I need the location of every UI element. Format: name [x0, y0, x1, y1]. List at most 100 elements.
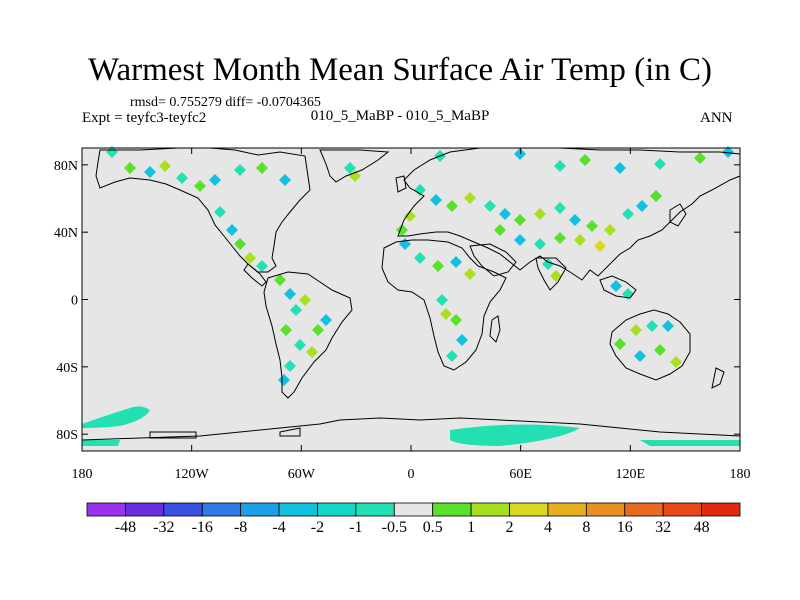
anomaly-cell — [614, 338, 626, 350]
anomaly-cell — [554, 160, 566, 172]
anomaly-cell — [124, 162, 136, 174]
anomaly-cell — [312, 324, 324, 336]
center-label: 010_5_MaBP - 010_5_MaBP — [310, 108, 490, 124]
anomaly-cell — [569, 214, 581, 226]
x-tick-label: 60E — [509, 467, 532, 482]
experiment-label: Expt = teyfc3-teyfc2 — [82, 110, 207, 126]
anomaly-cell — [436, 294, 448, 306]
anomaly-cell — [430, 194, 442, 206]
colorbar-swatch — [432, 502, 472, 517]
anomaly-cell — [144, 166, 156, 178]
colorbar-swatch — [547, 502, 587, 517]
anomaly-cell — [432, 260, 444, 272]
x-axis: 180 120W 60W 0 60E 120E 180 — [72, 148, 751, 482]
anomaly-cell — [274, 274, 286, 286]
anomaly-cell — [484, 200, 496, 212]
anomaly-cell — [646, 320, 658, 332]
x-tick-label: 120E — [616, 467, 646, 482]
anomaly-cell — [534, 208, 546, 220]
anomaly-cell — [694, 152, 706, 164]
y-tick-label: 80N — [54, 159, 78, 174]
anomaly-cell — [654, 344, 666, 356]
y-tick-label: 80S — [56, 428, 78, 443]
anomaly-cell — [446, 350, 458, 362]
colorbar-swatch — [201, 502, 242, 517]
anomaly-cell — [542, 258, 554, 270]
colorbar-swatch — [470, 502, 510, 517]
anomaly-cell — [284, 360, 296, 372]
anomaly-cell — [654, 158, 666, 170]
colorbar-label: -2 — [311, 519, 324, 536]
anomaly-cell — [256, 260, 268, 272]
colorbar-label: 1 — [467, 519, 475, 536]
colorbar-label: -32 — [153, 519, 174, 536]
anomaly-cell — [514, 148, 526, 160]
colorbar-swatch — [317, 502, 357, 517]
colorbar-label: -4 — [272, 519, 285, 536]
anomaly-cell — [349, 170, 361, 182]
anomaly-cell — [294, 339, 306, 351]
colorbar-label: 2 — [506, 519, 514, 536]
anomaly-cell — [176, 172, 188, 184]
map-background — [82, 148, 740, 451]
anomaly-cell — [344, 162, 356, 174]
y-tick-label: 40N — [54, 226, 78, 241]
colorbar-swatch — [355, 502, 395, 517]
anomaly-cell — [450, 314, 462, 326]
y-axis: 80N 40N 0 40S 80S — [54, 159, 740, 443]
anomaly-cell — [650, 190, 662, 202]
anomaly-cell — [299, 294, 311, 306]
anomaly-cell — [159, 160, 171, 172]
colorbar-swatch — [701, 502, 741, 517]
anomaly-cell — [630, 324, 642, 336]
season-label: ANN — [700, 110, 733, 126]
colorbar-label: 8 — [582, 519, 590, 536]
colorbar-label: -16 — [192, 519, 213, 536]
anomaly-cell — [534, 238, 546, 250]
anomaly-cell — [226, 224, 238, 236]
colorbar-swatch — [240, 502, 280, 517]
x-tick-label: 180 — [72, 467, 93, 482]
stats-line: rmsd= 0.755279 diff= -0.0704365 — [130, 95, 321, 110]
colorbar-label: 32 — [655, 519, 671, 536]
x-tick-label: 120W — [175, 467, 210, 482]
anomaly-cell — [214, 206, 226, 218]
anomaly-cell — [290, 304, 302, 316]
y-tick-label: 0 — [71, 294, 78, 309]
anomaly-cell — [574, 234, 586, 246]
anomaly-cell — [256, 162, 268, 174]
anomaly-cell — [450, 256, 462, 268]
anomaly-cell — [284, 288, 296, 300]
anomaly-cell — [234, 238, 246, 250]
anomaly-cell — [514, 234, 526, 246]
anomaly-cell — [499, 208, 511, 220]
anomaly-cell — [634, 350, 646, 362]
anomaly-cell — [494, 224, 506, 236]
anomaly-cell — [604, 224, 616, 236]
anomaly-cell — [306, 346, 318, 358]
anomaly-cell — [579, 154, 591, 166]
anomaly-cell — [610, 280, 622, 292]
anomaly-cell — [209, 174, 221, 186]
anomaly-cell — [106, 146, 118, 158]
anomaly-cell — [414, 252, 426, 264]
colorbar-swatch — [509, 502, 549, 517]
anomaly-cell — [440, 308, 452, 320]
anomaly-cell — [514, 214, 526, 226]
anomaly-cell — [194, 180, 206, 192]
colorbar-label: 4 — [544, 519, 552, 536]
anomaly-cell — [594, 240, 606, 252]
anomaly-cell — [244, 252, 256, 264]
colorbar-label: 0.5 — [423, 519, 443, 536]
x-tick-label: 180 — [730, 467, 751, 482]
colorbar-label: 48 — [694, 519, 710, 536]
colorbar-swatch — [86, 502, 126, 517]
anomaly-cell — [722, 146, 734, 158]
anomaly-cell — [414, 184, 426, 196]
colorbar-swatch — [163, 502, 203, 517]
colorbar-label: -48 — [115, 519, 136, 536]
anomaly-cell — [464, 192, 476, 204]
colorbar-swatch — [585, 502, 626, 517]
anomaly-cell — [554, 232, 566, 244]
